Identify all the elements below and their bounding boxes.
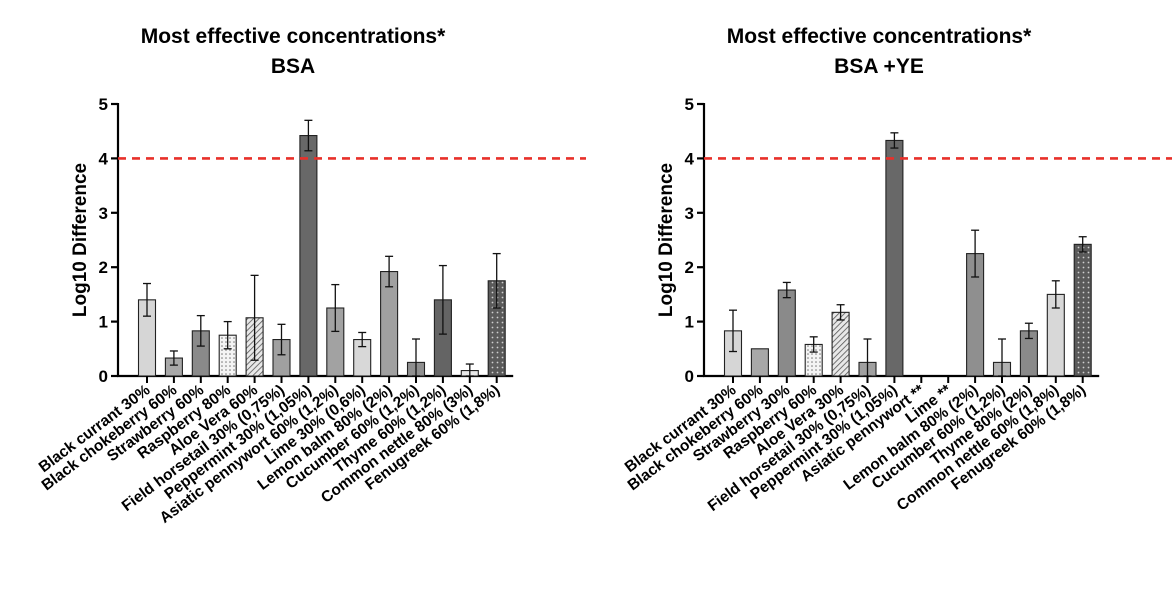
y-tick-label: 4: [685, 149, 695, 168]
chart-subtitle: BSA: [270, 55, 316, 78]
y-tick-label: 1: [685, 313, 694, 332]
y-tick-label: 5: [685, 95, 694, 114]
chart-title: Most effective concentrations* BSA: [0, 22, 586, 82]
bar: [777, 289, 796, 377]
chart-title-line: Most effective concentrations*: [726, 25, 1032, 48]
bar: [831, 311, 850, 377]
y-tick-label: 1: [99, 313, 108, 332]
chart-title-line: Most effective concentrations*: [140, 25, 446, 48]
y-tick-label: 3: [99, 204, 108, 223]
chart-bsa: Most effective concentrations* BSA Log10…: [0, 0, 586, 611]
y-axis-label: Log10 Difference: [656, 163, 677, 317]
bar: [885, 139, 904, 377]
y-tick-label: 0: [685, 367, 694, 386]
y-tick-label: 0: [99, 367, 108, 386]
bar: [299, 135, 318, 377]
bar: [1073, 243, 1092, 377]
y-tick-label: 2: [99, 258, 108, 277]
y-tick-label: 5: [99, 95, 108, 114]
chart-subtitle: BSA +YE: [834, 55, 924, 78]
y-tick-label: 3: [685, 204, 694, 223]
y-tick-label: 2: [685, 258, 694, 277]
chart-bsa-ye: Most effective concentrations* BSA +YE L…: [586, 0, 1172, 611]
bar: [750, 348, 769, 377]
chart-title: Most effective concentrations* BSA +YE: [586, 22, 1172, 82]
y-axis-label: Log10 Difference: [70, 163, 91, 317]
y-tick-label: 4: [99, 149, 109, 168]
